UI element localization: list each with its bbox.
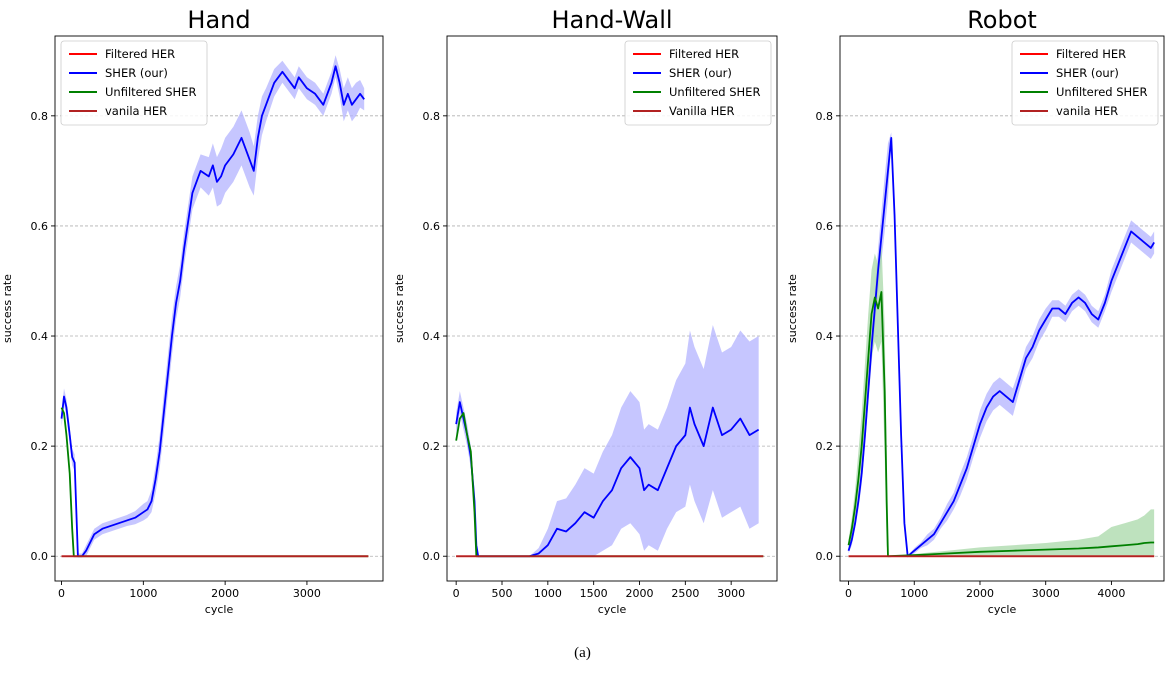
plot-area	[455, 325, 764, 558]
x-tick-label: 3000	[1032, 587, 1060, 600]
axes-frame	[54, 35, 384, 582]
legend: Filtered HER SHER (our) Unfiltered SHER van…	[60, 40, 208, 126]
legend-entry: Filtered HER	[105, 47, 175, 61]
legend-entry: SHER (our)	[669, 66, 732, 80]
chart-panel-1: Hand 0 1000 2000 3000 0.0 0.2 0.4 0.6 0.8 cycle suc…	[1, 6, 384, 616]
y-axis-label: success rate	[786, 274, 799, 343]
chart-panel-2: Hand-Wall 0 500 1000 1500 2000 2500 3000 0.0 0.2 0…	[393, 6, 778, 616]
chart-title: Hand-Wall	[551, 6, 672, 34]
legend-entry: vanila HER	[105, 104, 167, 118]
y-axis-label: success rate	[1, 274, 14, 343]
series-line	[60, 65, 365, 558]
axes-frame	[446, 35, 778, 582]
legend-box	[60, 40, 208, 126]
confidence-band	[848, 242, 1155, 557]
y-tick-label: 0.2	[816, 440, 834, 453]
x-axis-label: cycle	[988, 603, 1017, 616]
series-line	[847, 291, 1155, 558]
x-axis-label: cycle	[598, 603, 627, 616]
x-tick-label: 2500	[671, 587, 699, 600]
y-axis-label: success rate	[393, 274, 406, 343]
y-tick-label: 0.4	[31, 330, 49, 343]
confidence-band	[456, 325, 759, 557]
y-tick-label: 0.0	[423, 550, 441, 563]
y-tick-label: 0.8	[816, 110, 834, 123]
x-tick-label: 1500	[580, 587, 608, 600]
legend-entry: Vanilla HER	[669, 104, 735, 118]
y-tick-label: 0.8	[423, 110, 441, 123]
y-tick-label: 0.0	[31, 550, 49, 563]
y-tick-label: 0.0	[816, 550, 834, 563]
legend: Filtered HER SHER (our) Unfiltered SHER van…	[1011, 40, 1159, 126]
x-tick-label: 2000	[626, 587, 654, 600]
x-tick-label: 1000	[129, 587, 157, 600]
legend-entry: Filtered HER	[669, 47, 739, 61]
chart-title: Robot	[967, 6, 1037, 34]
plot-area	[847, 132, 1155, 558]
legend-entry: SHER (our)	[1056, 66, 1119, 80]
chart-title: Hand	[187, 6, 250, 34]
x-tick-label: 500	[492, 587, 513, 600]
series-line	[455, 412, 764, 558]
x-tick-label: 1000	[534, 587, 562, 600]
y-tick-label: 0.4	[816, 330, 834, 343]
confidence-band	[61, 55, 365, 557]
legend-box	[1011, 40, 1159, 126]
legend-entry: SHER (our)	[105, 66, 168, 80]
legend-entry: Unfiltered SHER	[669, 85, 760, 99]
x-axis-label: cycle	[205, 603, 234, 616]
x-tick-label: 4000	[1097, 587, 1125, 600]
legend-entry: Unfiltered SHER	[105, 85, 196, 99]
y-tick-label: 0.6	[31, 220, 49, 233]
y-tick-label: 0.2	[31, 440, 49, 453]
x-tick-label: 0	[453, 587, 460, 600]
plot-area	[60, 55, 369, 558]
x-tick-label: 3000	[293, 587, 321, 600]
x-tick-label: 2000	[211, 587, 239, 600]
x-tick-label: 2000	[966, 587, 994, 600]
y-tick-label: 0.2	[423, 440, 441, 453]
legend-entry: vanila HER	[1056, 104, 1118, 118]
x-tick-label: 1000	[900, 587, 928, 600]
figure: Hand 0 1000 2000 3000 0.0 0.2 0.4 0.6 0.8 cycle suc…	[1, 6, 1165, 616]
y-tick-label: 0.6	[816, 220, 834, 233]
legend-entry: Filtered HER	[1056, 47, 1126, 61]
figure-caption: (a)	[574, 645, 591, 661]
y-tick-label: 0.6	[423, 220, 441, 233]
legend-entry: Unfiltered SHER	[1056, 85, 1147, 99]
series-line	[60, 407, 369, 558]
x-tick-label: 3000	[717, 587, 745, 600]
axes-frame	[839, 35, 1165, 582]
y-tick-label: 0.4	[423, 330, 441, 343]
series-line	[847, 136, 1155, 558]
y-tick-label: 0.8	[31, 110, 49, 123]
legend: Filtered HER SHER (our) Unfiltered SHER Van…	[624, 40, 772, 126]
legend-box	[624, 40, 772, 126]
x-tick-label: 0	[845, 587, 852, 600]
x-tick-label: 0	[58, 587, 65, 600]
chart-panel-3: Robot 0 1000 2000 3000 4000 0.0 0.2 0.4 0.6 0.8 cyc…	[786, 6, 1165, 616]
